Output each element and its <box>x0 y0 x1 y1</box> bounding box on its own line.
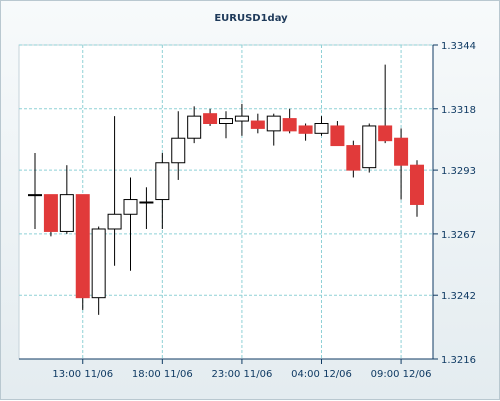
candle-body <box>203 113 218 124</box>
candle-body <box>378 125 393 142</box>
y-tick-label: 1.3318 <box>441 105 476 116</box>
candle-body <box>330 125 345 147</box>
y-tick-label: 1.3242 <box>441 291 476 302</box>
candle-body <box>219 118 233 124</box>
candle-body <box>171 137 186 164</box>
candle-body <box>298 125 313 134</box>
x-tick-label: 23:00 11/06 <box>212 369 273 380</box>
y-tick-label: 1.3293 <box>441 166 476 177</box>
candle-body <box>314 123 329 134</box>
candle-body <box>123 199 138 215</box>
candle-body <box>43 194 58 232</box>
candle-body <box>346 145 361 171</box>
x-tick-label: 13:00 11/06 <box>52 369 113 380</box>
x-tick-label: 18:00 11/06 <box>132 369 193 380</box>
candle-body <box>250 120 265 129</box>
candle-body <box>187 115 202 139</box>
candle-body <box>266 115 281 132</box>
y-tick-label: 1.3344 <box>441 41 476 52</box>
candle-body <box>234 115 249 122</box>
candle-body <box>394 137 409 166</box>
candle-body <box>75 194 90 299</box>
candle-body <box>410 164 424 205</box>
candle-body <box>59 194 74 232</box>
x-tick-label: 09:00 12/06 <box>371 369 432 380</box>
y-tick-label: 1.3267 <box>441 230 476 241</box>
chart-title: EURUSD1day <box>214 13 288 24</box>
x-tick-label: 04:00 12/06 <box>291 369 352 380</box>
candle-body <box>155 162 170 201</box>
candle-body <box>91 228 106 299</box>
candle-body <box>107 213 122 230</box>
candle-body <box>28 194 42 197</box>
y-tick-label: 1.3216 <box>441 355 476 366</box>
candle-body <box>362 125 377 169</box>
candle-body <box>282 118 297 132</box>
candle-body <box>139 201 154 204</box>
